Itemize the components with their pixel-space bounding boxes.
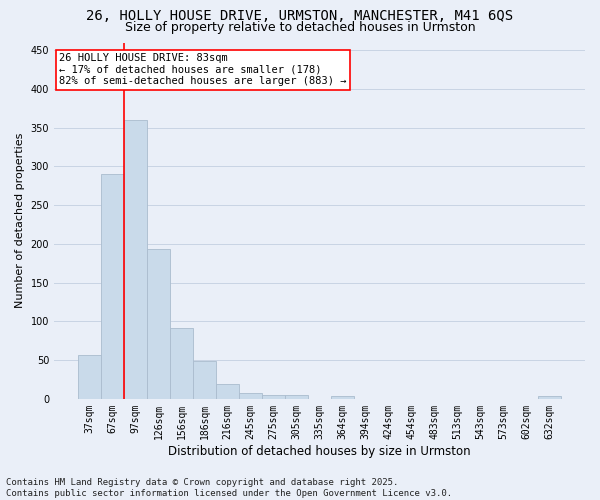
Bar <box>170 328 193 399</box>
Text: Size of property relative to detached houses in Urmston: Size of property relative to detached ho… <box>125 21 475 34</box>
Bar <box>538 396 561 399</box>
Text: 26, HOLLY HOUSE DRIVE, URMSTON, MANCHESTER, M41 6QS: 26, HOLLY HOUSE DRIVE, URMSTON, MANCHEST… <box>86 9 514 23</box>
Bar <box>193 361 216 399</box>
Bar <box>101 174 124 399</box>
Bar <box>147 250 170 399</box>
Bar <box>262 395 285 399</box>
Text: Contains HM Land Registry data © Crown copyright and database right 2025.
Contai: Contains HM Land Registry data © Crown c… <box>6 478 452 498</box>
X-axis label: Distribution of detached houses by size in Urmston: Distribution of detached houses by size … <box>168 444 471 458</box>
Bar <box>285 395 308 399</box>
Bar <box>331 396 354 399</box>
Bar <box>78 354 101 399</box>
Text: 26 HOLLY HOUSE DRIVE: 83sqm
← 17% of detached houses are smaller (178)
82% of se: 26 HOLLY HOUSE DRIVE: 83sqm ← 17% of det… <box>59 53 347 86</box>
Bar <box>124 120 147 399</box>
Y-axis label: Number of detached properties: Number of detached properties <box>15 133 25 308</box>
Bar <box>216 384 239 399</box>
Bar <box>239 392 262 399</box>
